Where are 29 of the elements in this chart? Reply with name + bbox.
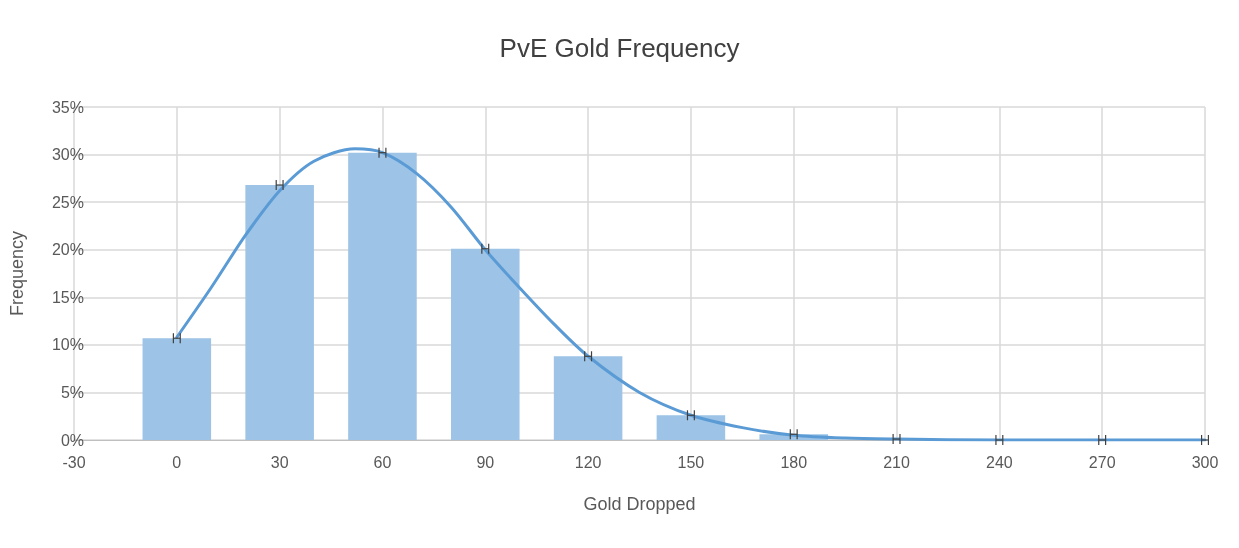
x-tick-label: 270 bbox=[1088, 453, 1116, 471]
x-tick-label: 180 bbox=[780, 453, 808, 471]
y-tick-label: 0% bbox=[60, 431, 84, 449]
x-tick-label: 150 bbox=[677, 453, 705, 471]
y-tick-label: 30% bbox=[51, 146, 84, 164]
bar bbox=[553, 356, 623, 440]
x-tick-label: 60 bbox=[373, 453, 392, 471]
x-tick-label: -30 bbox=[62, 453, 86, 471]
x-tick-label: 240 bbox=[986, 453, 1013, 471]
x-tick-label: 30 bbox=[270, 453, 289, 471]
x-tick-label: 300 bbox=[1191, 453, 1219, 471]
y-tick-label: 10% bbox=[51, 336, 84, 354]
y-tick-label: 20% bbox=[51, 241, 84, 259]
chart-title: PvE Gold Frequency bbox=[499, 33, 740, 63]
x-tick-label: 210 bbox=[883, 453, 910, 471]
y-tick-label: 5% bbox=[60, 383, 84, 401]
y-axis-title: Frequency bbox=[7, 230, 27, 317]
x-tick-label: 120 bbox=[574, 453, 602, 471]
bar bbox=[348, 152, 417, 440]
x-tick-label: 90 bbox=[476, 453, 495, 471]
y-tick-label: 25% bbox=[51, 193, 84, 211]
bar bbox=[451, 248, 520, 440]
bar bbox=[142, 338, 212, 440]
x-tick-label: 0 bbox=[172, 453, 182, 471]
bar bbox=[245, 185, 314, 440]
x-axis-title: Gold Dropped bbox=[583, 494, 696, 514]
y-tick-label: 15% bbox=[51, 288, 84, 306]
y-tick-label: 35% bbox=[51, 98, 84, 116]
bar bbox=[656, 415, 726, 440]
